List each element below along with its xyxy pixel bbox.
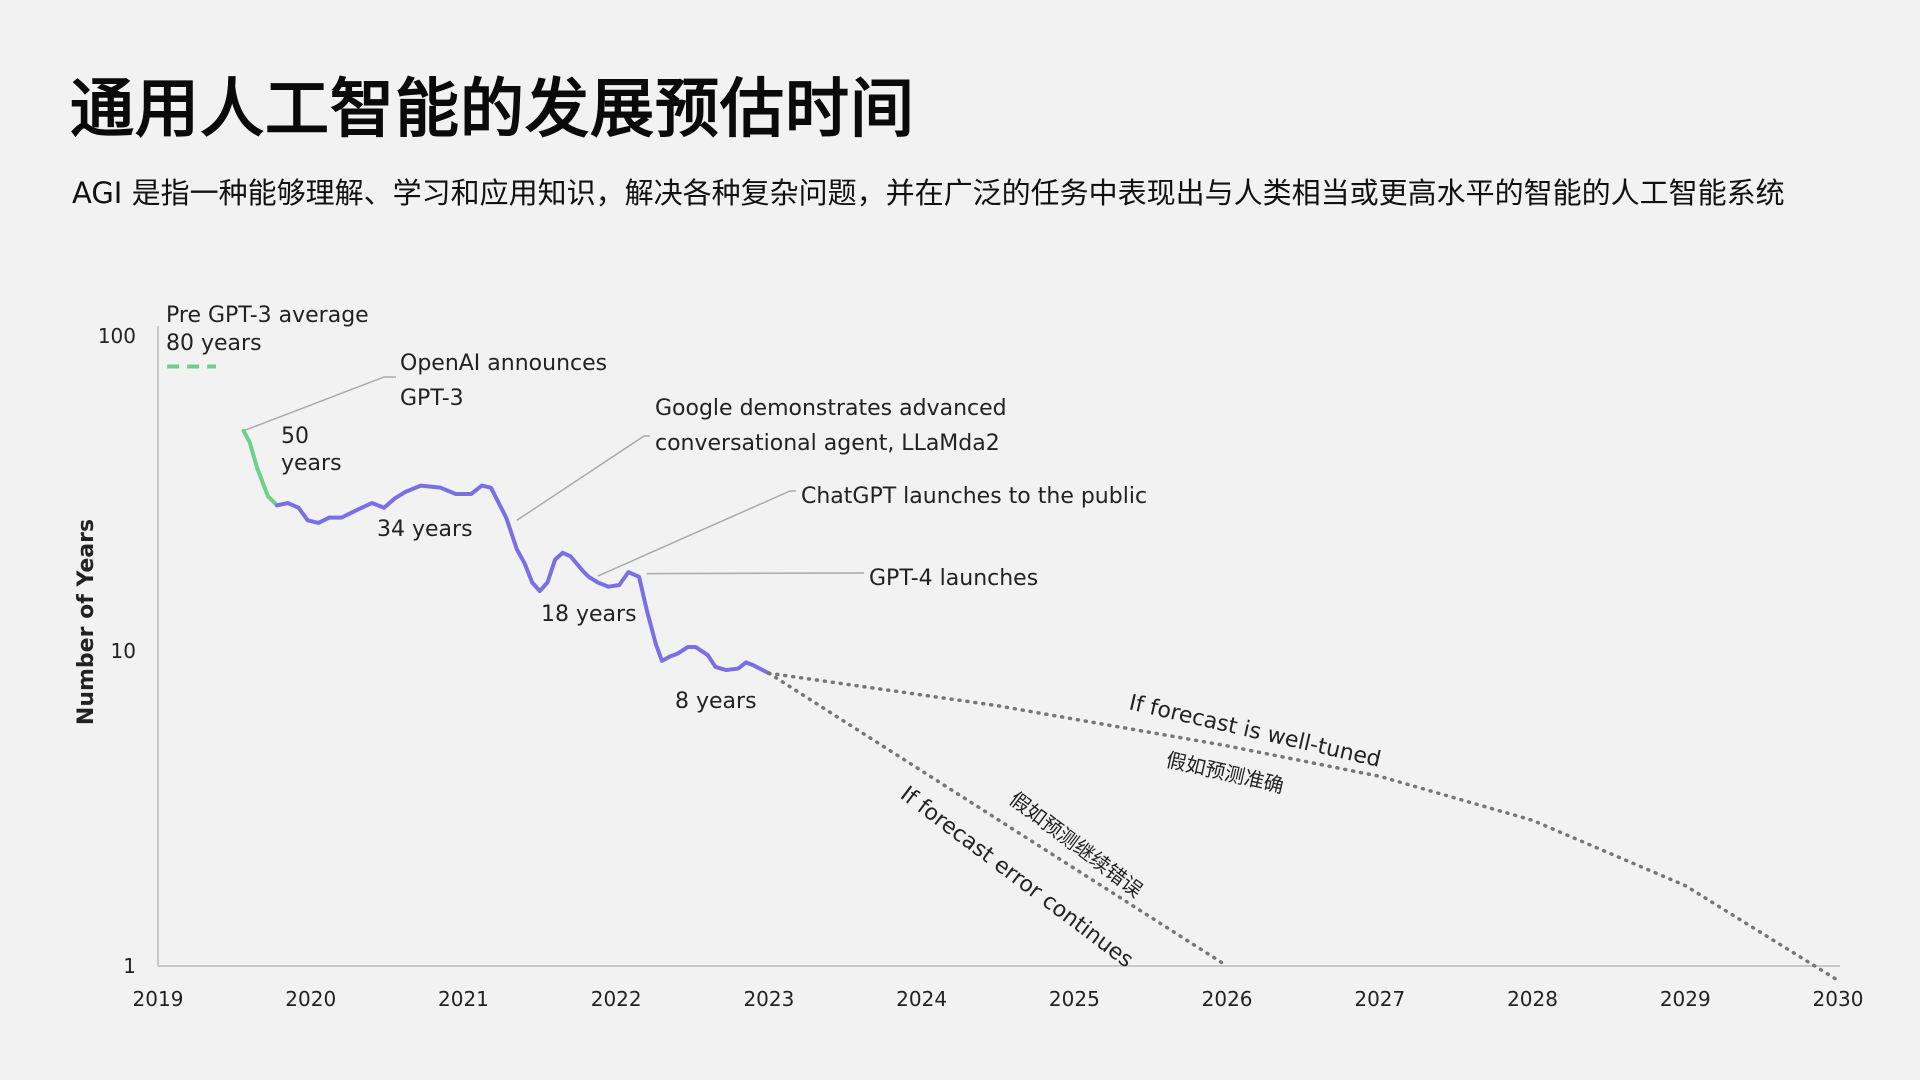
forecast-well-tuned-line bbox=[767, 671, 1840, 983]
gpt4-leader bbox=[646, 572, 865, 575]
x-tick-label: 2023 bbox=[743, 987, 794, 1011]
page-title: 通用人工智能的发展预估时间 bbox=[70, 73, 915, 147]
annotation-leaders bbox=[243, 376, 865, 577]
y-axis-title: Number of Years bbox=[74, 519, 99, 725]
annotation-50-years-line2: years bbox=[281, 451, 342, 476]
annotation-34-years: 34 years bbox=[377, 517, 473, 542]
x-tick-label: 2024 bbox=[896, 987, 947, 1011]
y-tick-label: 100 bbox=[98, 324, 136, 348]
x-tick-label: 2027 bbox=[1354, 987, 1405, 1011]
forecast-error-line bbox=[767, 671, 1229, 968]
page-subtitle: AGI 是指一种能够理解、学习和应用知识，解决各种复杂问题，并在广泛的任务中表现… bbox=[72, 176, 1785, 210]
google-leader bbox=[516, 435, 650, 521]
annotation-well-tuned: If forecast is well-tuned bbox=[1127, 690, 1383, 772]
initial-drop-line bbox=[241, 428, 280, 508]
x-tick-label: 2021 bbox=[438, 987, 489, 1011]
x-tick-label: 2022 bbox=[591, 987, 642, 1011]
annotation-pre-gpt3-line1: Pre GPT-3 average bbox=[166, 303, 369, 328]
annotation-openai-line1: OpenAI announces bbox=[400, 351, 607, 376]
annotation-8-years: 8 years bbox=[675, 689, 757, 714]
x-tick-label: 2028 bbox=[1507, 987, 1558, 1011]
annotation-google-line1: Google demonstrates advanced bbox=[655, 396, 1007, 421]
annotation-pre-gpt3-line2: 80 years bbox=[166, 331, 262, 356]
x-tick-label: 2029 bbox=[1660, 987, 1711, 1011]
annotation-50-years-line1: 50 bbox=[281, 424, 309, 449]
history-line bbox=[275, 483, 771, 676]
chatgpt-leader bbox=[597, 490, 796, 577]
annotation-18-years: 18 years bbox=[541, 602, 637, 627]
annotation-chatgpt: ChatGPT launches to the public bbox=[801, 484, 1147, 509]
annotation-gpt4: GPT-4 launches bbox=[869, 566, 1038, 591]
x-tick-label: 2019 bbox=[133, 987, 184, 1011]
x-tick-label: 2030 bbox=[1813, 987, 1864, 1011]
series-group bbox=[167, 364, 1840, 983]
annotation-openai-line2: GPT-3 bbox=[400, 386, 464, 411]
openai-leader bbox=[243, 376, 396, 432]
y-tick-label: 10 bbox=[111, 639, 136, 663]
x-tick-label: 2025 bbox=[1049, 987, 1100, 1011]
y-tick-label: 1 bbox=[123, 954, 136, 978]
x-tick-label: 2026 bbox=[1202, 987, 1253, 1011]
axis-ticks: 2019 2020 2021 2022 2023 2024 2025 2026 2027 2028… bbox=[98, 324, 1864, 1011]
annotation-google-line2: conversational agent, LLaMda2 bbox=[655, 431, 1000, 456]
x-tick-label: 2020 bbox=[285, 987, 336, 1011]
